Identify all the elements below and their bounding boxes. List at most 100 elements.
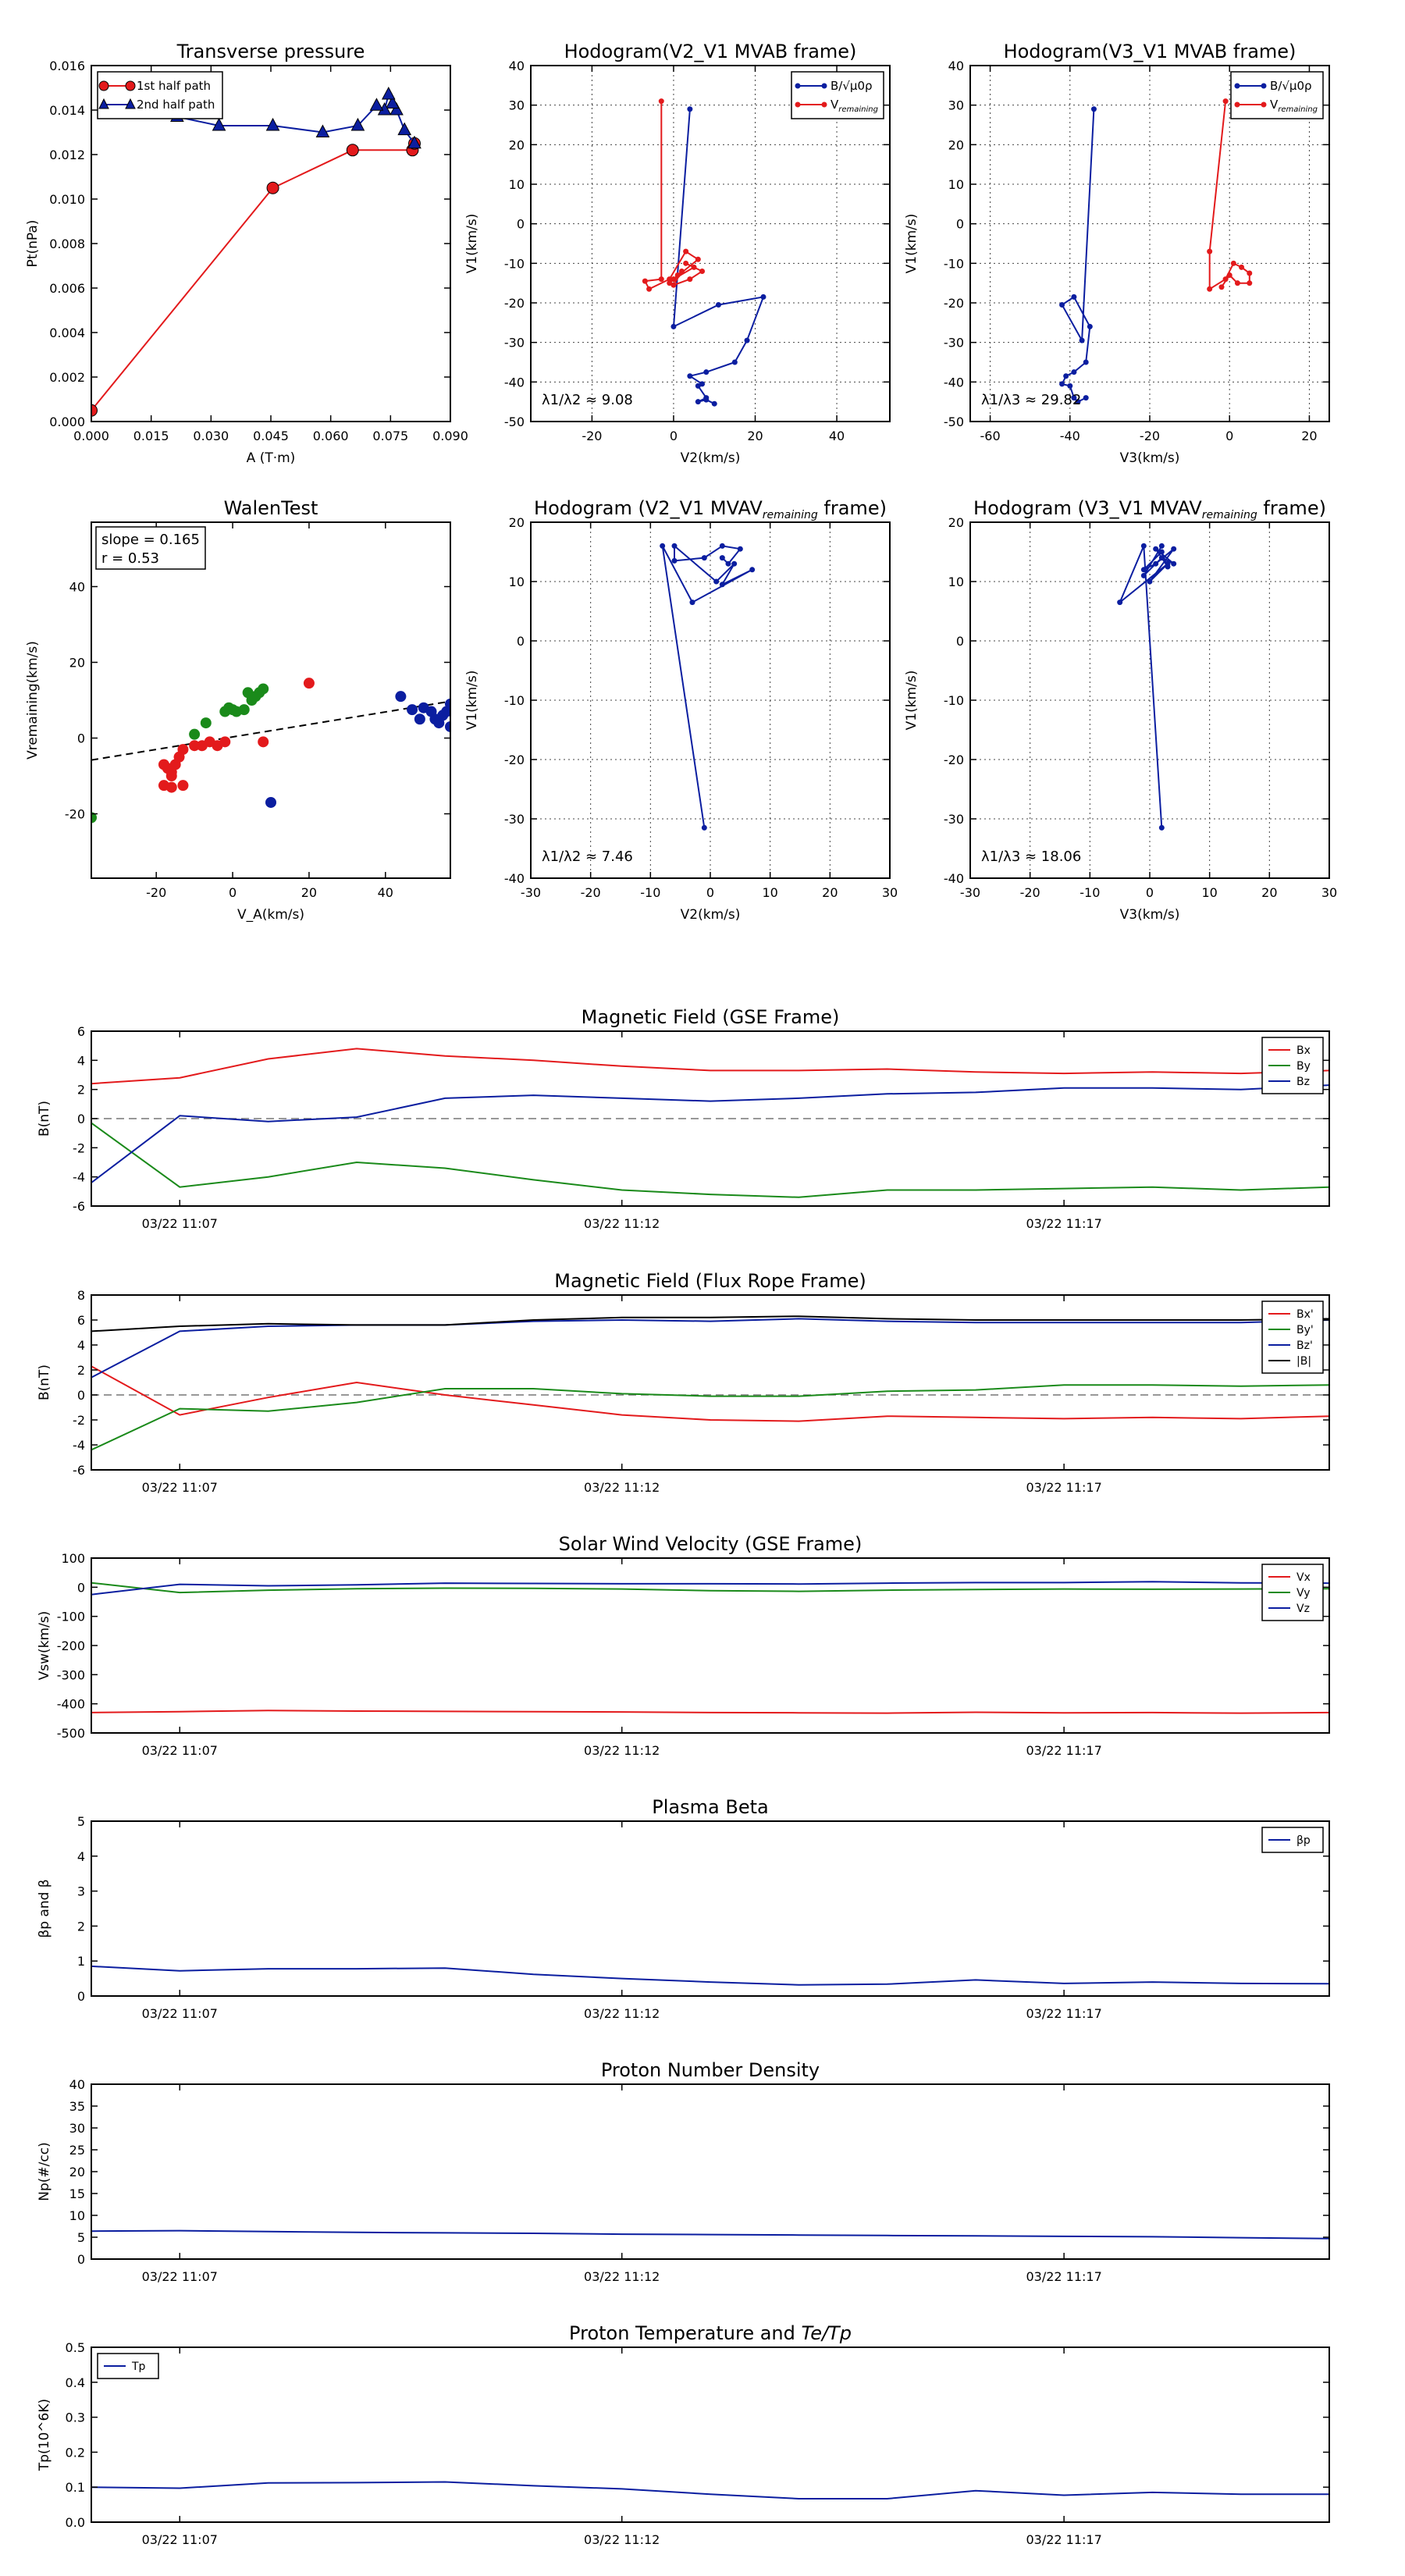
data-point [646,286,653,292]
y-tick-label: -20 [504,296,525,311]
plot-frame [530,65,891,422]
chart-panel-proton_density: Proton Number Density 03/22 11:07 03/22 11… [37,2059,1330,2284]
plot-area [91,1315,1329,1451]
y-tick-label: 10 [948,177,964,192]
y-tick-label: 0.014 [49,103,85,118]
data-point [691,264,697,270]
legend-label: B/√μ0ρ [831,79,873,93]
series-line-Bx [91,1048,1329,1085]
data-point [165,781,177,793]
x-tick-label: 03/22 11:12 [584,2269,660,2284]
y-tick-label: -10 [944,256,964,271]
plot-area [91,2229,1329,2240]
x-tick-label: 0.030 [193,429,229,443]
y-tick-label: 4 [77,1053,85,1068]
y-tick-label: 6 [77,1024,85,1039]
x-axis-label: V3(km/s) [1120,907,1180,923]
legend-box [97,71,223,119]
x-tick-label: 03/22 11:12 [584,1216,660,1231]
data-point [678,268,685,274]
chart-title-suffix: frame) [818,497,887,519]
x-tick-label: 03/22 11:07 [142,2006,218,2021]
data-point [703,397,710,403]
plot-frame [91,521,451,879]
x-tick-label: 40 [378,885,393,900]
data-point [1171,560,1177,567]
chart-title-subscript: remaining [1202,509,1257,521]
x-tick-label: -10 [640,885,660,900]
data-point [1117,600,1123,606]
y-axis-label: Vsw(km/s) [37,1611,52,1681]
eigenvalue-ratio-annotation: λ1/λ3 ≈ 18.06 [981,849,1081,865]
series-line-Vz [91,1581,1329,1596]
regression-fit-line [91,700,450,761]
y-tick-label: 25 [69,2143,85,2158]
chart-title: WalenTest [224,497,318,519]
data-point [670,323,677,329]
x-tick-label: 20 [1261,885,1277,900]
data-point [687,373,693,379]
chart-panel-mag_fluxrope: Magnetic Field (Flux Rope Frame) 03/22 11… [37,1270,1330,1495]
y-axis-label: Tp(10^6K) [37,2399,52,2471]
y-axis-label: Vremaining(km/s) [25,641,41,760]
data-point [711,400,717,407]
data-point [177,780,189,792]
y-tick-label: -6 [73,1463,85,1478]
legend-marker [125,98,136,109]
plot-frame [91,1294,1330,1471]
x-tick-label: 03/22 11:17 [1026,2532,1101,2547]
legend-marker [821,83,827,89]
data-point [744,337,750,343]
x-tick-label: 0 [1146,885,1154,900]
y-tick-label: 0.0 [66,2515,85,2530]
y-tick-label: -30 [944,336,964,350]
data-point [91,812,97,824]
series-line-|B| [91,1315,1329,1332]
data-point [674,272,681,279]
data-point [1059,381,1065,387]
data-point [699,381,706,387]
legend-label: B/√μ0ρ [1270,79,1312,93]
y-tick-label: -200 [57,1638,85,1653]
y-tick-label: 10 [948,575,964,589]
x-tick-label: 03/22 11:17 [1026,2269,1101,2284]
data-point [749,567,756,573]
legend-label-subscript: remaining [1278,105,1318,114]
legend-label: βp [1297,1834,1311,1847]
y-tick-label: 30 [69,2121,85,2136]
y-tick-label: 0.004 [49,326,85,340]
y-tick-label: -500 [57,1726,85,1741]
y-tick-label: -40 [504,871,525,886]
data-point [1071,395,1077,401]
y-tick-label: 40 [948,59,964,73]
y-tick-label: 0 [77,731,85,746]
data-point [1079,337,1085,343]
data-point [660,543,666,549]
series-line-By' [91,1384,1329,1451]
y-tick-label: 40 [509,59,525,73]
x-tick-label: -60 [980,429,1000,443]
data-point [703,369,710,375]
data-point [1207,286,1213,292]
series-line-Bz [91,1084,1329,1183]
y-tick-label: 20 [509,137,525,152]
y-tick-label: 0 [956,217,964,232]
x-tick-label: -40 [1060,429,1080,443]
x-tick-label: 03/22 11:07 [142,1480,218,1495]
data-point [219,736,231,748]
y-tick-label: 0 [77,1580,85,1595]
y-axis-label: V1(km/s) [904,214,919,274]
y-tick-label: 0.006 [49,281,85,296]
data-point [303,678,315,689]
data-point [731,560,738,567]
y-tick-label: 0 [77,1388,85,1403]
y-tick-label: 1 [77,1954,85,1969]
plot-area [91,678,450,824]
data-point [445,720,450,732]
legend-label: Vz [1297,1603,1310,1615]
data-point [395,691,407,703]
data-point [760,294,767,300]
y-tick-label: 20 [69,2165,85,2179]
y-tick-label: 0 [77,1989,85,2004]
x-tick-label: 03/22 11:12 [584,1480,660,1495]
